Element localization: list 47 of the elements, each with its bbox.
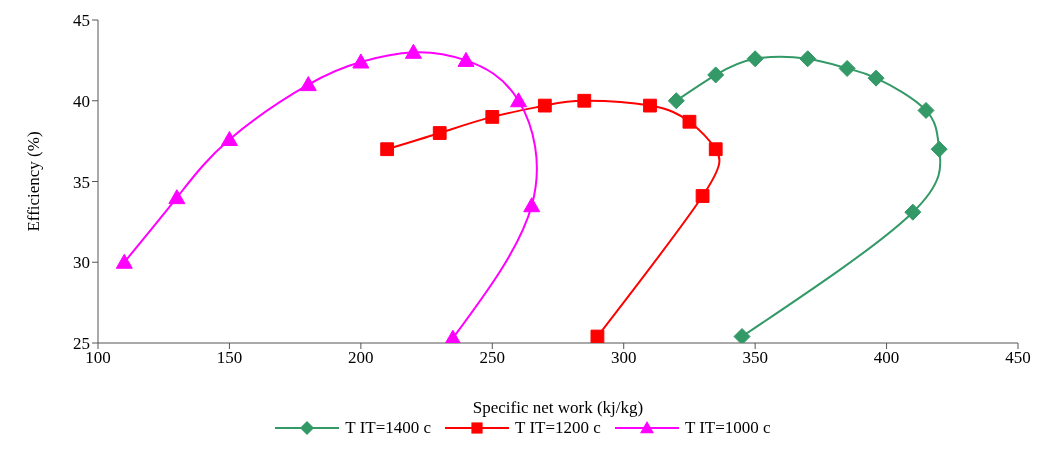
point <box>432 126 447 140</box>
x-tick-label: 200 <box>348 348 374 368</box>
point <box>380 142 395 157</box>
point <box>220 131 238 147</box>
point <box>590 329 605 343</box>
y-tick-label: 45 <box>73 11 90 31</box>
point <box>682 114 697 129</box>
legend-label: T IT=1400 c <box>345 418 432 438</box>
x-tick-label: 350 <box>742 348 768 368</box>
point <box>733 328 751 343</box>
point <box>867 69 885 87</box>
point <box>643 98 657 113</box>
point <box>708 142 723 157</box>
x-axis-title: Specific net work (kj/kg) <box>472 398 644 417</box>
x-tick-label: 300 <box>610 348 637 368</box>
point <box>695 189 710 203</box>
point <box>523 197 541 213</box>
y-axis-title: Efficiency (%) <box>24 131 44 232</box>
legend-label: T IT=1000 c <box>684 418 771 438</box>
point <box>510 92 528 108</box>
point <box>707 66 725 84</box>
point <box>457 51 475 67</box>
y-tick-label: 40 <box>73 91 90 111</box>
point <box>485 110 500 124</box>
point <box>746 50 764 68</box>
point <box>537 98 552 113</box>
point <box>577 93 592 108</box>
point <box>838 59 856 77</box>
legend-label: T IT=1200 c <box>515 418 601 438</box>
point <box>904 203 922 221</box>
x-tick-label: 250 <box>479 348 506 368</box>
point <box>115 253 133 269</box>
point <box>917 101 935 119</box>
point <box>404 43 422 59</box>
point <box>799 50 817 68</box>
point <box>352 53 370 69</box>
point <box>930 140 948 158</box>
y-tick-label: 30 <box>73 253 90 273</box>
y-tick-label: 35 <box>73 172 90 192</box>
x-tick-label: 400 <box>873 348 900 368</box>
point <box>299 76 317 92</box>
point <box>168 189 186 205</box>
point <box>667 92 685 110</box>
point <box>444 329 462 343</box>
x-tick-label: 450 <box>1005 348 1031 368</box>
x-tick-label: 150 <box>216 348 243 368</box>
x-tick-label: 100 <box>85 348 111 368</box>
